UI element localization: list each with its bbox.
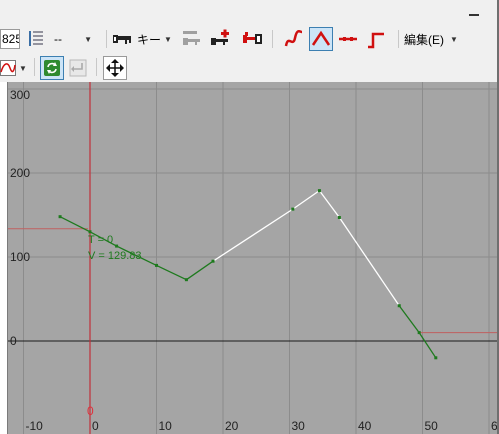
value-readout: V = 129.83 xyxy=(88,250,142,262)
x-tick-label: 40 xyxy=(358,419,372,433)
curve-view-dropdown[interactable]: ▼ xyxy=(0,57,28,79)
key-add-icon[interactable] xyxy=(208,27,232,51)
curve-key-point[interactable] xyxy=(317,189,321,193)
list-numbered-icon[interactable] xyxy=(24,27,48,51)
curve-graph-canvas[interactable]: -10 0 10 20 30 40 50 60 0 100 200 300 T = 0 V = 129… xyxy=(0,82,499,434)
interpolation-dropdown-value: -- xyxy=(54,32,62,46)
x-tick-label: 30 xyxy=(292,419,306,433)
curve-key-point[interactable] xyxy=(184,278,188,282)
curve-segment xyxy=(186,260,214,281)
toolbar-separator xyxy=(96,58,97,76)
frame-number-value: 825 xyxy=(2,32,19,46)
curve-key-point[interactable] xyxy=(211,259,215,263)
curve-key-point[interactable] xyxy=(434,356,438,360)
curve-graph-area[interactable]: -10 0 10 20 30 40 50 60 0 100 200 300 T = 0 V = 129… xyxy=(0,82,499,434)
curve-key-point[interactable] xyxy=(115,244,119,248)
toolbar-separator xyxy=(106,30,107,48)
curve-key-point[interactable] xyxy=(58,215,62,219)
y-tick-label: 300 xyxy=(10,88,30,102)
refresh-icon[interactable] xyxy=(40,56,64,80)
linear-peak-icon[interactable] xyxy=(309,27,333,51)
edit-menu-label: 編集(E) xyxy=(404,32,444,47)
key-zero-icon[interactable] xyxy=(240,27,264,51)
toolbar-separator xyxy=(398,30,399,48)
curve-view-icon xyxy=(0,60,16,76)
step-icon[interactable] xyxy=(364,27,388,51)
x-tick-label: 60 xyxy=(491,419,499,433)
key-icon xyxy=(113,35,131,44)
window-right-border xyxy=(497,0,499,434)
spline-curve-icon[interactable] xyxy=(282,27,306,51)
curve-segment xyxy=(418,332,437,359)
curve-key-point[interactable] xyxy=(397,304,401,308)
curve-segment xyxy=(59,216,91,233)
minimize-button[interactable] xyxy=(468,6,480,18)
curve-segment xyxy=(292,190,320,210)
curve-segment xyxy=(116,245,157,266)
return-icon[interactable] xyxy=(66,56,90,80)
chevron-down-icon: ▼ xyxy=(450,34,458,44)
main-toolbar: 825 -- ▼ キー ▼ 編集(E) ▼ xyxy=(0,24,499,54)
x-tick-label: 0 xyxy=(92,419,99,433)
curve-key-point[interactable] xyxy=(155,263,158,267)
interpolation-dropdown[interactable]: -- ▼ xyxy=(50,31,96,47)
x-tick-label: 10 xyxy=(159,419,173,433)
curve-segment xyxy=(398,305,420,333)
key-menu-button[interactable]: キー ▼ xyxy=(112,27,176,51)
curve-segment xyxy=(89,231,117,247)
title-bar xyxy=(0,0,499,24)
fit-all-arrows-icon[interactable] xyxy=(103,56,127,80)
x-tick-label: 50 xyxy=(425,419,439,433)
chevron-down-icon: ▼ xyxy=(19,63,27,73)
x-tick-label: 20 xyxy=(225,419,239,433)
key-remove-icon[interactable] xyxy=(180,27,204,51)
y-tick-label: 0 xyxy=(10,334,17,348)
toolbar-separator xyxy=(34,58,35,76)
curve-segment xyxy=(338,217,400,307)
curve-key-point[interactable] xyxy=(417,331,421,335)
curve-segment xyxy=(212,208,294,262)
edit-menu-button[interactable]: 編集(E) ▼ xyxy=(404,30,468,48)
curve-key-point[interactable] xyxy=(291,207,295,211)
chevron-down-icon: ▼ xyxy=(84,34,92,44)
secondary-toolbar: ▼ xyxy=(0,54,499,82)
chevron-down-icon: ▼ xyxy=(164,34,172,44)
frame-number-field[interactable]: 825 xyxy=(0,29,20,49)
curve-key-point[interactable] xyxy=(88,230,92,234)
time-readout: T = 0 xyxy=(88,234,113,246)
x-tick-label: -10 xyxy=(26,419,44,433)
curve-key-point[interactable] xyxy=(337,216,341,220)
graph-left-edge xyxy=(0,82,8,434)
curve-segment xyxy=(318,190,340,218)
flat-tangent-icon[interactable] xyxy=(336,27,360,51)
curve-segment xyxy=(156,264,187,281)
current-frame-label: 0 xyxy=(87,404,94,418)
toolbar-separator xyxy=(272,30,273,48)
y-tick-label: 100 xyxy=(10,250,30,264)
key-menu-label: キー xyxy=(137,32,162,47)
y-tick-label: 200 xyxy=(10,166,30,180)
